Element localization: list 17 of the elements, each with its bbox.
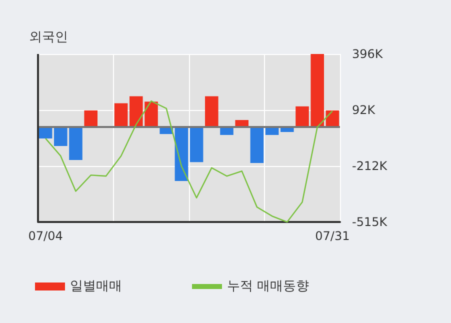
legend-label: 누적 매매동향 — [227, 279, 310, 294]
y-tick-label: -212K — [352, 159, 388, 174]
legend-label: 일별매매 — [70, 279, 122, 294]
bar — [38, 127, 52, 138]
bar — [250, 127, 264, 163]
y-tick-label: 92K — [352, 103, 376, 118]
x-tick-label: 07/04 — [28, 229, 63, 243]
y-tick-label: -515K — [352, 215, 388, 229]
bar — [114, 103, 128, 128]
bar — [190, 127, 204, 162]
bar — [220, 127, 234, 135]
chart-title: 외국인 — [29, 30, 68, 45]
x-tick-label: 07/31 — [315, 229, 350, 243]
y-tick-label: 396K — [352, 47, 384, 61]
bar — [84, 110, 98, 128]
line-series — [44, 100, 334, 223]
bar — [205, 96, 218, 128]
